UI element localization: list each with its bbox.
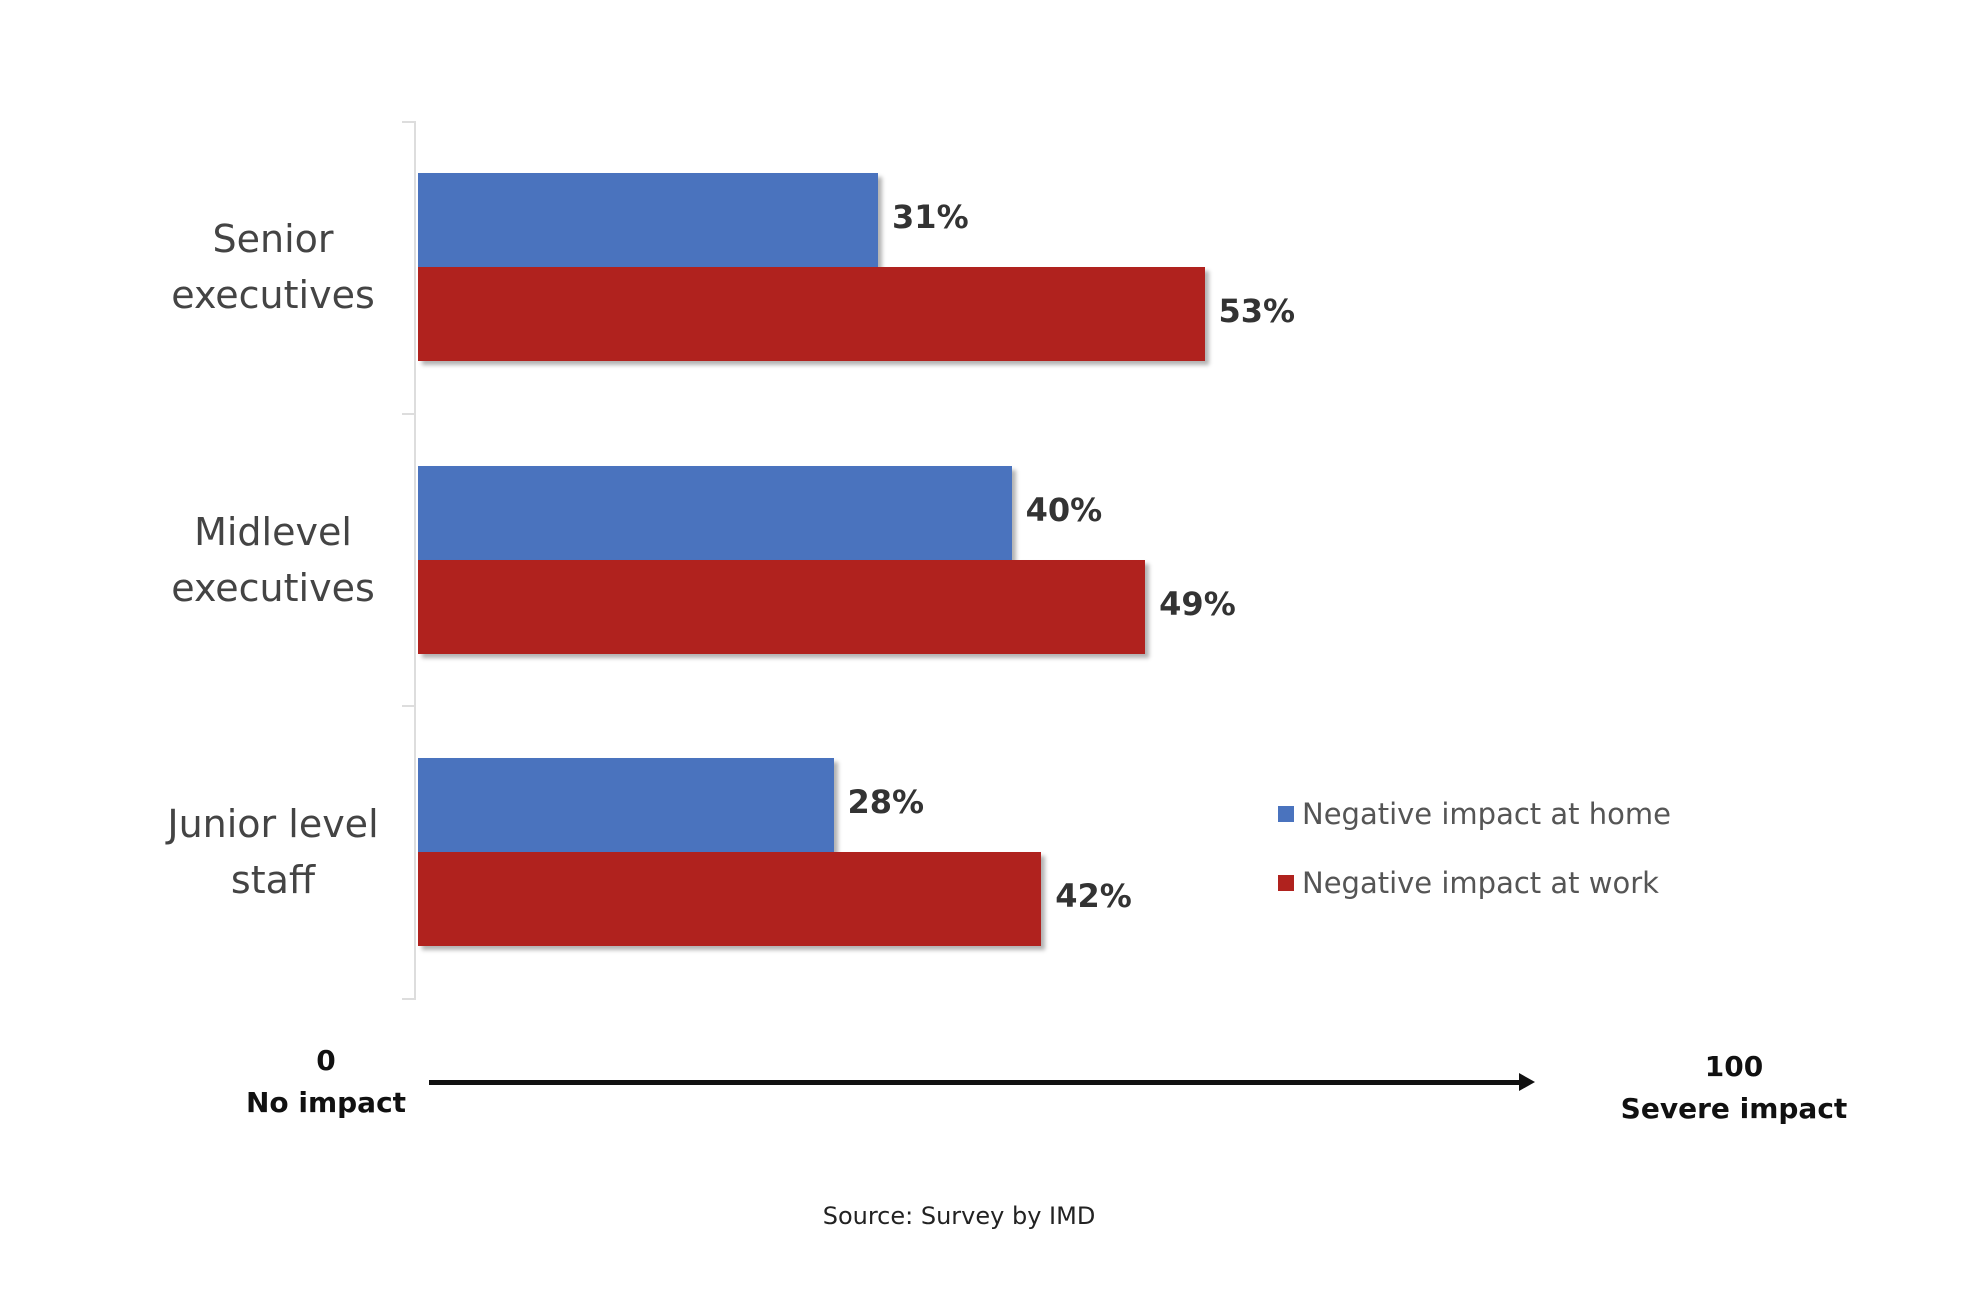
data-label: 49%	[1159, 585, 1236, 623]
data-label: 28%	[847, 783, 925, 821]
legend-swatch-home	[1278, 806, 1294, 822]
source-note: Source: Survey by IMD	[822, 1202, 1096, 1230]
data-label: 31%	[892, 198, 969, 236]
category-label: Midlevel executives	[123, 504, 423, 616]
data-label: 53%	[1218, 292, 1296, 330]
bar-home	[418, 758, 834, 852]
x-max-label: 100 Severe impact	[1584, 1046, 1884, 1130]
x-min-text: No impact	[245, 1086, 407, 1119]
bar-home	[418, 466, 1012, 560]
x-axis-arrow	[429, 1073, 1535, 1091]
bar-work	[418, 267, 1205, 361]
category-label-line: Senior	[212, 217, 334, 261]
category-label-line: staff	[230, 858, 316, 902]
category-label-line: Junior level	[167, 802, 379, 846]
bar-work	[418, 852, 1042, 946]
bar-work	[418, 560, 1146, 654]
category-label-line: Midlevel	[194, 510, 352, 554]
x-max-value: 100	[1704, 1050, 1764, 1083]
y-axis-tick	[402, 413, 416, 415]
y-axis-tick	[402, 121, 416, 123]
y-axis-tick	[402, 705, 416, 707]
bar-home	[418, 173, 879, 267]
legend-label-home: Negative impact at home	[1302, 797, 1671, 831]
legend-item-home: Negative impact at home	[1278, 797, 1671, 831]
category-label-line: executives	[171, 566, 375, 610]
y-axis-tick	[402, 998, 416, 1000]
legend-label-work: Negative impact at work	[1302, 866, 1659, 900]
legend-swatch-work	[1278, 875, 1294, 891]
x-min-value: 0	[316, 1044, 336, 1077]
x-max-text: Severe impact	[1620, 1092, 1848, 1125]
category-label: Junior level staff	[123, 796, 423, 908]
category-label-line: executives	[171, 273, 375, 317]
data-label: 42%	[1055, 877, 1132, 915]
y-axis-line	[414, 121, 420, 998]
category-label: Senior executives	[123, 211, 423, 323]
x-min-label: 0 No impact	[226, 1040, 426, 1124]
legend-item-work: Negative impact at work	[1278, 866, 1659, 900]
data-label: 40%	[1025, 491, 1103, 529]
